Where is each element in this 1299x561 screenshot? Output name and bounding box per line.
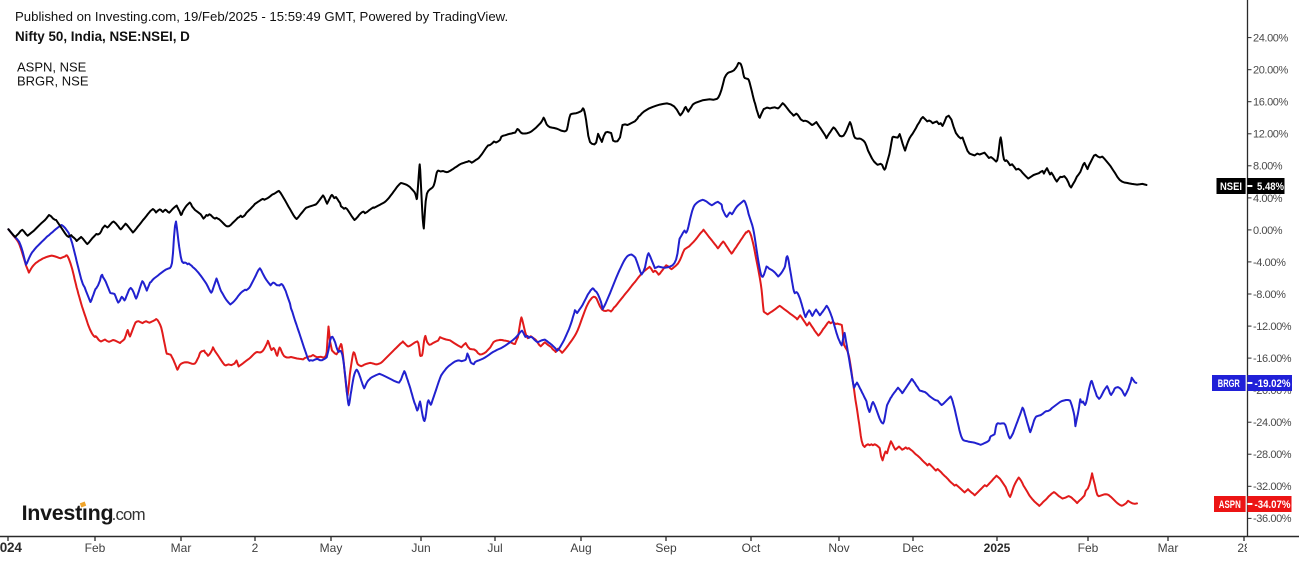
svg-text:Investıng: Investıng [22, 501, 114, 525]
svg-text:Oct: Oct [742, 541, 761, 555]
svg-text:Mar: Mar [171, 541, 192, 555]
svg-text:12.00%: 12.00% [1253, 129, 1289, 141]
svg-text:-36.00%: -36.00% [1253, 513, 1292, 525]
svg-text:Nov: Nov [828, 541, 849, 555]
svg-text:28: 28 [1237, 541, 1251, 555]
svg-text:-24.00%: -24.00% [1253, 417, 1292, 429]
svg-text:BRGR: BRGR [1218, 378, 1240, 390]
svg-text:Mar: Mar [1158, 541, 1179, 555]
svg-text:-12.00%: -12.00% [1253, 321, 1292, 333]
svg-text:.com: .com [112, 505, 145, 524]
svg-text:-8.00%: -8.00% [1253, 289, 1286, 301]
svg-text:-28.00%: -28.00% [1253, 449, 1292, 461]
svg-text:Published on Investing.com, 19: Published on Investing.com, 19/Feb/2025 … [15, 9, 508, 24]
svg-text:0.00%: 0.00% [1253, 225, 1283, 237]
svg-text:Jun: Jun [411, 541, 430, 555]
svg-text:24.00%: 24.00% [1253, 33, 1289, 45]
svg-text:Feb: Feb [1078, 541, 1099, 555]
svg-text:8.00%: 8.00% [1253, 161, 1283, 173]
svg-text:May: May [320, 541, 343, 555]
svg-text:-19.02%: -19.02% [1255, 378, 1291, 390]
svg-text:Feb: Feb [85, 541, 106, 555]
svg-text:Jul: Jul [487, 541, 502, 555]
svg-text:Sep: Sep [655, 541, 677, 555]
svg-text:-16.00%: -16.00% [1253, 353, 1292, 365]
svg-text:16.00%: 16.00% [1253, 97, 1289, 109]
svg-text:BRGR, NSE: BRGR, NSE [17, 74, 89, 89]
svg-text:2024: 2024 [0, 540, 22, 555]
svg-text:NSEI: NSEI [1220, 181, 1242, 193]
svg-text:-32.00%: -32.00% [1253, 481, 1292, 493]
svg-text:Aug: Aug [570, 541, 591, 555]
svg-text:2025: 2025 [984, 541, 1011, 555]
svg-text:Nifty 50, India, NSE:NSEI, D: Nifty 50, India, NSE:NSEI, D [15, 29, 190, 44]
svg-text:20.00%: 20.00% [1253, 65, 1289, 77]
svg-text:4.00%: 4.00% [1253, 193, 1283, 205]
svg-text:2: 2 [252, 541, 259, 555]
svg-text:5.48%: 5.48% [1257, 181, 1284, 193]
svg-text:Dec: Dec [902, 541, 923, 555]
svg-text:-34.07%: -34.07% [1255, 499, 1291, 511]
svg-text:-4.00%: -4.00% [1253, 257, 1286, 269]
svg-text:ASPN: ASPN [1219, 499, 1241, 511]
svg-text:ASPN, NSE: ASPN, NSE [17, 60, 87, 75]
